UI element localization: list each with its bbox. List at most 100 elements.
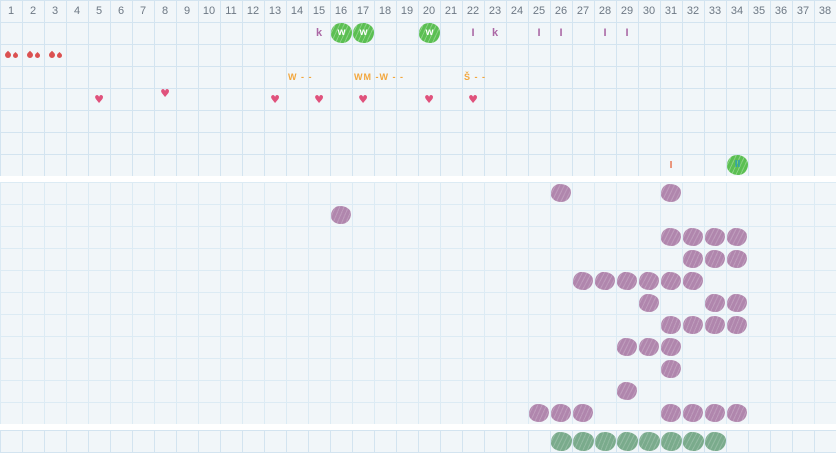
purple-scribble-icon[interactable] [617, 382, 638, 401]
symbol-letter[interactable]: I [462, 22, 484, 44]
period-droplets-icon[interactable] [22, 44, 44, 66]
purple-scribble-icon[interactable] [661, 404, 681, 422]
purple-scribble-icon[interactable] [661, 360, 682, 379]
green-scribble-icon[interactable]: w [419, 23, 440, 43]
heart-icon[interactable]: ♥ [352, 88, 374, 110]
green-scribble-icon[interactable]: w [331, 23, 352, 43]
purple-scribble-icon[interactable] [639, 338, 659, 356]
day-number: 20 [418, 0, 440, 22]
event-letter[interactable]: I [660, 154, 682, 176]
purple-scribble-icon[interactable] [551, 184, 571, 202]
purple-scribble-icon[interactable] [683, 404, 703, 422]
purple-scribble-icon[interactable] [705, 294, 725, 312]
heart-icon[interactable]: ♥ [418, 88, 440, 110]
day-number: 3 [44, 0, 66, 22]
day-number: 27 [572, 0, 594, 22]
day-number: 9 [176, 0, 198, 22]
scribble-label: w [338, 28, 346, 38]
purple-scribble-icon[interactable] [661, 228, 682, 247]
purple-scribble-icon[interactable] [617, 271, 638, 290]
sage-scribble-icon[interactable] [683, 431, 705, 451]
tracker-summary-row[interactable] [0, 430, 836, 453]
sage-scribble-icon[interactable] [573, 432, 594, 451]
note-text: WM -W - - [352, 66, 404, 88]
day-number: 35 [748, 0, 770, 22]
day-number: 4 [66, 0, 88, 22]
heart-icon[interactable]: ♥ [462, 88, 484, 110]
day-number: 37 [792, 0, 814, 22]
purple-scribble-icon[interactable] [661, 271, 682, 290]
day-number: 23 [484, 0, 506, 22]
purple-scribble-icon[interactable] [727, 294, 747, 312]
day-number: 28 [594, 0, 616, 22]
sage-scribble-icon[interactable] [551, 432, 572, 451]
period-droplets-icon[interactable] [0, 44, 22, 66]
purple-scribble-icon[interactable] [639, 271, 660, 290]
purple-scribble-icon[interactable] [705, 315, 726, 334]
heart-icon[interactable]: ♥ [308, 88, 330, 110]
purple-scribble-icon[interactable] [639, 294, 659, 312]
note-text: Š - - [462, 66, 486, 88]
purple-scribble-icon[interactable] [617, 338, 637, 356]
sage-scribble-icon[interactable] [705, 432, 726, 451]
day-number: 38 [814, 0, 836, 22]
day-number: 6 [110, 0, 132, 22]
purple-scribble-icon[interactable] [727, 404, 747, 422]
purple-scribble-icon[interactable] [683, 228, 704, 247]
sage-scribble-icon[interactable] [661, 432, 683, 452]
day-number: 32 [682, 0, 704, 22]
day-number: 17 [352, 0, 374, 22]
symbol-letter[interactable]: k [308, 22, 330, 44]
day-number: 14 [286, 0, 308, 22]
purple-scribble-icon[interactable] [573, 404, 593, 422]
day-number: 26 [550, 0, 572, 22]
green-scribble-icon[interactable]: II [727, 155, 748, 175]
heart-icon[interactable]: ♥ [88, 88, 110, 110]
scribble-label: II [735, 160, 741, 170]
green-scribble-icon[interactable]: w [353, 23, 374, 43]
sage-scribble-icon[interactable] [595, 431, 617, 451]
day-number: 16 [330, 0, 352, 22]
day-number: 11 [220, 0, 242, 22]
purple-scribble-icon[interactable] [529, 404, 549, 422]
purple-scribble-icon[interactable] [705, 404, 725, 422]
tracker-main-grid[interactable] [0, 182, 836, 424]
droplet-shape [25, 51, 33, 59]
symbol-letter[interactable]: I [594, 22, 616, 44]
symbol-letter[interactable]: I [616, 22, 638, 44]
purple-scribble-icon[interactable] [727, 315, 748, 334]
purple-scribble-icon[interactable] [661, 184, 681, 202]
sage-scribble-icon[interactable] [639, 432, 660, 451]
purple-scribble-icon[interactable] [727, 250, 747, 268]
period-droplets-icon[interactable] [44, 44, 66, 66]
day-number: 8 [154, 0, 176, 22]
purple-scribble-icon[interactable] [705, 228, 726, 247]
symbol-letter[interactable]: k [484, 22, 506, 44]
day-number: 29 [616, 0, 638, 22]
purple-scribble-icon[interactable] [595, 271, 616, 290]
tracker-header-grid[interactable]: 1234567891011121314151617181920212223242… [0, 0, 836, 176]
purple-scribble-icon[interactable] [331, 206, 352, 225]
day-number: 2 [22, 0, 44, 22]
purple-scribble-icon[interactable] [727, 228, 748, 247]
scribble-label: w [360, 28, 368, 38]
purple-scribble-icon[interactable] [551, 404, 571, 422]
purple-scribble-icon[interactable] [661, 315, 682, 334]
purple-scribble-icon[interactable] [683, 315, 704, 334]
sage-scribble-icon[interactable] [617, 432, 639, 452]
heart-icon[interactable]: ♥ [154, 82, 176, 104]
purple-scribble-icon[interactable] [683, 250, 703, 268]
heart-icon[interactable]: ♥ [264, 88, 286, 110]
purple-scribble-icon[interactable] [573, 271, 594, 290]
symbol-letter[interactable]: I [550, 22, 572, 44]
purple-scribble-icon[interactable] [661, 338, 681, 356]
symbol-letter[interactable]: I [528, 22, 550, 44]
day-number: 30 [638, 0, 660, 22]
day-number: 36 [770, 0, 792, 22]
day-number: 12 [242, 0, 264, 22]
purple-scribble-icon[interactable] [705, 250, 725, 268]
droplet-shape [55, 51, 62, 58]
day-number: 24 [506, 0, 528, 22]
purple-scribble-icon[interactable] [683, 271, 704, 290]
day-number: 21 [440, 0, 462, 22]
